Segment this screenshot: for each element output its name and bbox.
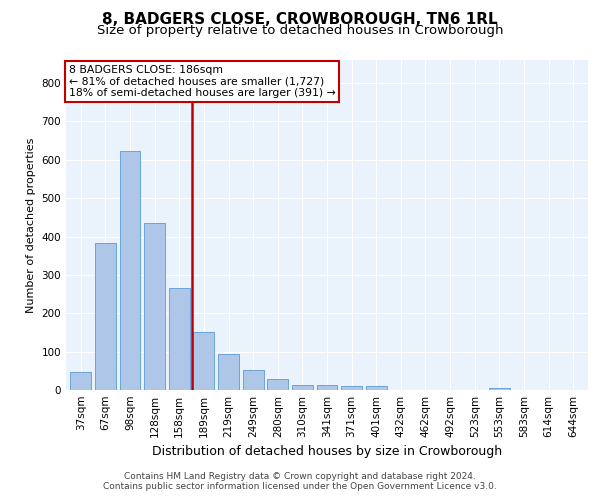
Text: Size of property relative to detached houses in Crowborough: Size of property relative to detached ho… (97, 24, 503, 37)
Bar (169, 288, 190, 390)
Bar (193, 332, 214, 390)
Y-axis label: Number of detached properties: Number of detached properties (26, 138, 36, 312)
Text: Contains HM Land Registry data © Crown copyright and database right 2024.
Contai: Contains HM Land Registry data © Crown c… (103, 472, 497, 491)
Bar (70, 372, 91, 390)
Text: 8 BADGERS CLOSE: 186sqm
← 81% of detached houses are smaller (1,727)
18% of semi: 8 BADGERS CLOSE: 186sqm ← 81% of detache… (68, 65, 335, 98)
Bar (489, 388, 510, 390)
Bar (292, 384, 313, 390)
Bar (317, 385, 337, 390)
Bar (144, 222, 165, 390)
Text: 8, BADGERS CLOSE, CROWBOROUGH, TN6 1RL: 8, BADGERS CLOSE, CROWBOROUGH, TN6 1RL (102, 12, 498, 28)
Bar (119, 151, 140, 390)
Bar (95, 243, 116, 390)
Bar (267, 380, 288, 390)
Bar (341, 386, 362, 390)
X-axis label: Distribution of detached houses by size in Crowborough: Distribution of detached houses by size … (152, 446, 502, 458)
Bar (218, 354, 239, 390)
Bar (366, 386, 387, 390)
Bar (242, 370, 263, 390)
